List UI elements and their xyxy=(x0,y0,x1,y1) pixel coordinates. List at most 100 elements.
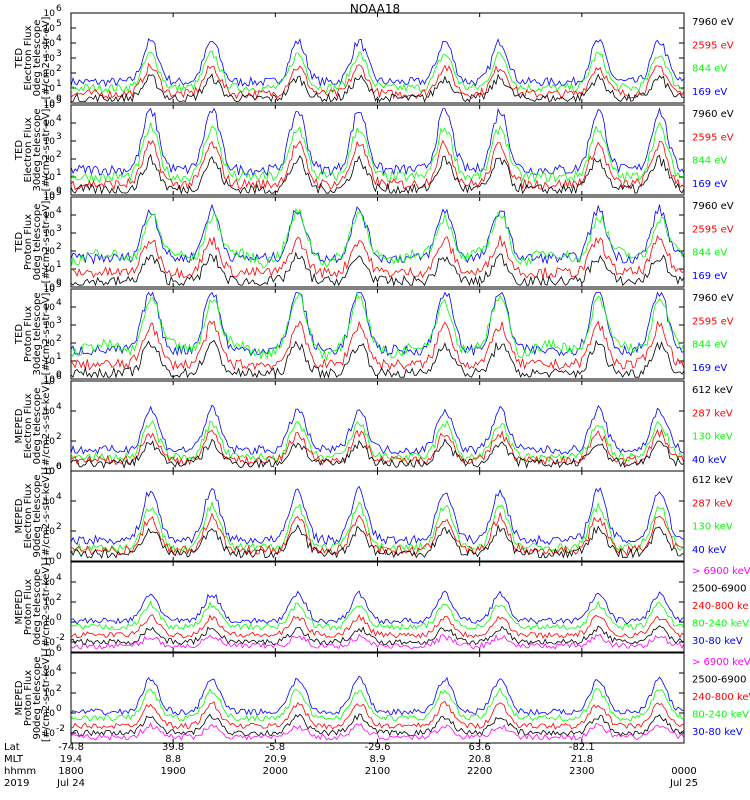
series-line xyxy=(70,153,685,195)
y-axis-label-line: Electron Flux xyxy=(23,393,34,458)
y-tick-label: 10 xyxy=(44,618,56,628)
series-line xyxy=(70,234,685,279)
y-tick-exponent: 4 xyxy=(56,114,62,124)
legend-entry: 169 eV xyxy=(692,271,727,282)
series-line xyxy=(70,600,685,631)
y-axis-label-line: 0deg telescope xyxy=(32,20,43,97)
y-tick-label: 10 xyxy=(44,689,56,699)
y-axis-label-line: TED xyxy=(14,324,25,345)
x-axis-tick-label: 1800 xyxy=(58,766,83,777)
series-line xyxy=(70,625,685,646)
y-axis-label-line: MEPED xyxy=(14,498,25,533)
y-axis-label-line: [#/cm2-s-str-eV] xyxy=(41,293,52,376)
y-tick-exponent: 6 xyxy=(56,372,62,382)
y-tick-label: 10 xyxy=(44,247,56,257)
series-line xyxy=(70,203,685,265)
legend-entry: 240-800 ke xyxy=(692,601,749,612)
y-tick-exponent: 2 xyxy=(56,593,62,603)
y-tick-label: 10 xyxy=(44,527,56,537)
y-tick-label: 10 xyxy=(44,467,56,477)
legend-entry: 2595 eV xyxy=(692,132,734,143)
series-line xyxy=(70,675,685,716)
y-tick-label: 10 xyxy=(44,193,56,203)
series-line xyxy=(70,511,684,556)
y-axis-label-line: [#/cm2-s-str-keV] xyxy=(41,654,52,742)
series-line xyxy=(70,633,685,650)
y-axis-label-line: MEPED xyxy=(14,589,25,624)
y-tick-exponent: 6 xyxy=(56,462,62,472)
legend-entry: 844 eV xyxy=(692,340,727,351)
y-axis-label-line: [#/cm2-s-str-eV] xyxy=(41,17,52,100)
series-line xyxy=(70,62,685,100)
x-axis-tick-label: -5.8 xyxy=(266,742,286,753)
y-tick-exponent: 2 xyxy=(56,242,62,252)
legend-entry: 130 keV xyxy=(692,522,733,533)
x-axis-tick-label: -74.8 xyxy=(58,742,84,753)
legend-entry: 2595 eV xyxy=(692,224,734,235)
y-tick-label: 10 xyxy=(44,375,56,385)
series-line xyxy=(70,404,685,455)
x-axis-tick-label: 19.4 xyxy=(60,754,82,765)
y-tick-exponent: 2 xyxy=(56,684,62,694)
y-tick-label: 10 xyxy=(44,84,56,94)
legend-entry: 40 keV xyxy=(692,455,726,466)
legend-entry: 2500-6900 xyxy=(692,675,747,686)
y-axis-label-line: 90deg telescope xyxy=(32,656,43,739)
y-tick-label: 10 xyxy=(44,283,56,293)
legend-entry: > 6900 keV xyxy=(692,566,750,577)
legend-entry: 169 eV xyxy=(692,363,727,374)
y-tick-label: 10 xyxy=(44,669,56,679)
legend-entry: 287 keV xyxy=(692,498,733,509)
y-axis-label-line: Proton Flux xyxy=(23,214,34,270)
legend-entry: 80-240 keV xyxy=(692,710,749,721)
x-axis-tick-label: Jul 25 xyxy=(669,778,698,789)
legend-entry: 844 eV xyxy=(692,156,727,167)
x-axis-row-label: MLT xyxy=(4,754,24,765)
y-tick-exponent: 0 xyxy=(56,462,62,472)
y-tick-label: 10 xyxy=(44,229,56,239)
legend-entry: 30-80 keV xyxy=(692,727,743,738)
y-tick-label: 10 xyxy=(44,437,56,447)
y-tick-label: 10 xyxy=(44,709,56,719)
x-axis-tick-label: 39.8 xyxy=(162,742,184,753)
series-line xyxy=(70,700,685,730)
y-tick-label: 10 xyxy=(44,339,56,349)
series-line xyxy=(70,687,685,722)
y-tick-label: 10 xyxy=(44,497,56,507)
y-tick-label: 10 xyxy=(44,649,56,659)
x-axis-tick-label: 2200 xyxy=(467,766,492,777)
panel-frame xyxy=(70,104,685,196)
y-tick-label: 10 xyxy=(44,598,56,608)
series-line xyxy=(70,291,685,357)
y-tick-exponent: 0 xyxy=(56,278,62,288)
y-tick-exponent: 2 xyxy=(56,522,62,532)
y-tick-label: 10 xyxy=(44,69,56,79)
y-tick-label: 10 xyxy=(44,137,56,147)
panel-frame xyxy=(70,380,685,472)
x-axis-tick-label: 20.9 xyxy=(264,754,286,765)
y-tick-exponent: 2 xyxy=(56,64,62,74)
y-tick-label: 10 xyxy=(44,119,56,129)
y-tick-exponent: 3 xyxy=(56,316,62,326)
y-axis-label-line: Proton Flux xyxy=(23,306,34,362)
y-axis-label-line: [#/cm2-s-str-keV] xyxy=(41,382,52,470)
y-axis-label-line: TED xyxy=(14,232,25,253)
legend-entry: 240-800 keV xyxy=(692,692,750,703)
legend-entry: 612 keV xyxy=(692,475,733,486)
y-axis-label-line: [#/cm2-s-str-eV] xyxy=(41,201,52,284)
y-tick-exponent: 4 xyxy=(56,34,62,44)
x-axis-tick-label: 20.8 xyxy=(469,754,491,765)
y-tick-exponent: 1 xyxy=(56,168,62,178)
series-line xyxy=(70,713,685,737)
x-axis-row-label: 2019 xyxy=(4,778,29,789)
series-line xyxy=(70,50,685,94)
x-axis-tick-label: 2300 xyxy=(569,766,594,777)
legend-entry: 844 eV xyxy=(692,248,727,259)
series-line xyxy=(70,139,685,191)
y-tick-exponent: 4 xyxy=(56,492,62,502)
x-axis-tick-label: 21.8 xyxy=(571,754,593,765)
legend-entry: 169 eV xyxy=(692,179,727,190)
series-line xyxy=(70,590,685,625)
legend-entry: 7960 eV xyxy=(692,201,734,212)
y-tick-exponent: -2 xyxy=(56,633,65,643)
